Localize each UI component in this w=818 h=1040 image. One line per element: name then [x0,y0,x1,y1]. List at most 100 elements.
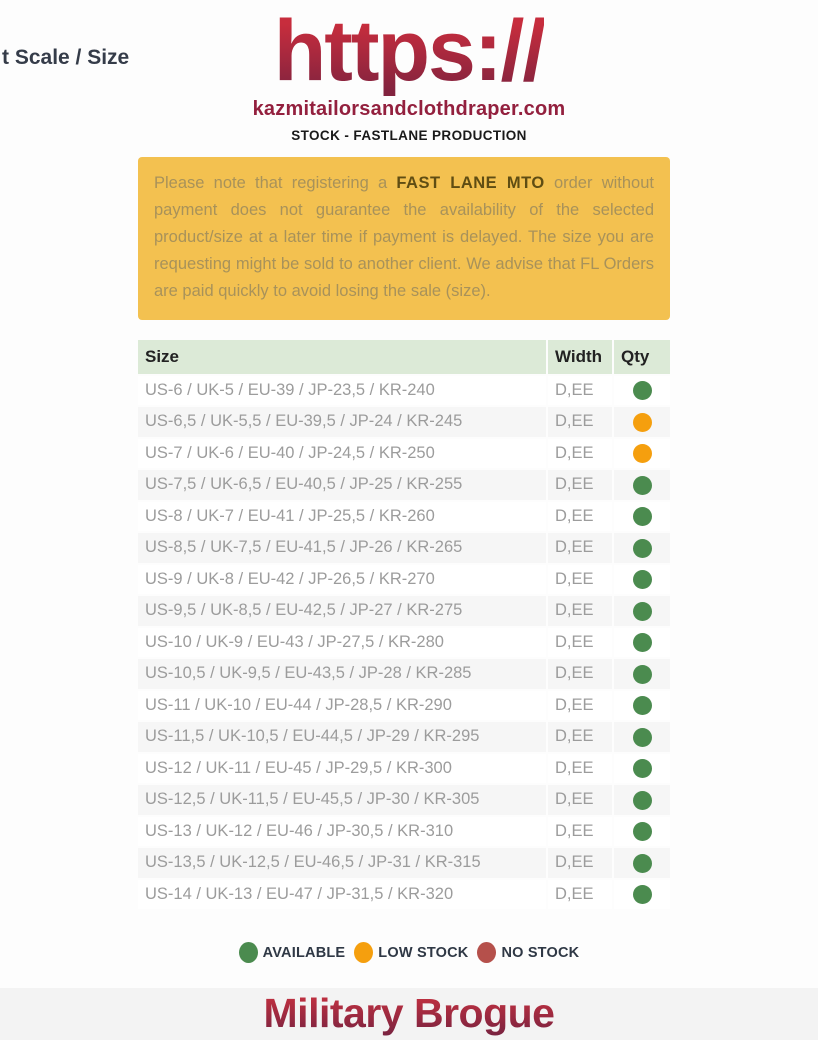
stock-status-dot-available [632,822,652,842]
size-cell: US-14 / UK-13 / EU-47 / JP-31,5 / KR-320 [138,879,546,910]
table-row: US-11 / UK-10 / EU-44 / JP-28,5 / KR-290… [138,690,670,721]
legend-item-low: LOW STOCK [354,942,469,964]
width-cell: D,EE [548,627,612,658]
stock-status-dot-low [632,412,652,432]
qty-cell [614,722,670,752]
table-row: US-8 / UK-7 / EU-41 / JP-25,5 / KR-260 D,… [138,501,670,532]
width-cell: D,EE [548,533,612,563]
table-row: US-9,5 / UK-8,5 / EU-42,5 / JP-27 / KR-2… [138,596,670,626]
qty-cell [614,533,670,563]
stock-status-dot-low [632,444,652,464]
stock-status-dot-available [632,790,652,810]
legend-item-available: AVAILABLE [238,942,346,964]
table-row: US-10 / UK-9 / EU-43 / JP-27,5 / KR-280 D… [138,627,670,658]
size-cell: US-11 / UK-10 / EU-44 / JP-28,5 / KR-290 [138,690,546,721]
width-cell: D,EE [548,816,612,847]
size-cell: US-8 / UK-7 / EU-41 / JP-25,5 / KR-260 [138,501,546,532]
stock-status-dot-available [632,727,652,747]
column-header-width: Width [548,339,612,374]
width-cell: D,EE [548,879,612,910]
site-domain: kazmitailorsandclothdraper.com [252,97,566,120]
width-cell: D,EE [548,690,612,721]
legend-dot-none [477,942,497,964]
size-stock-table-wrap: Size Width Qty US-6 / UK-5 / EU-39 / JP-… [136,338,672,912]
notice-text-post: order without payment does not guarantee… [154,173,654,300]
qty-cell [614,690,670,721]
fastlane-notice: Please note that registering a FAST LANE… [138,156,670,320]
table-row: US-12 / UK-11 / EU-45 / JP-29,5 / KR-300… [138,753,670,784]
size-cell: US-6 / UK-5 / EU-39 / JP-23,5 / KR-240 [138,375,546,406]
stock-status-dot-available [632,601,652,621]
table-row: US-6,5 / UK-5,5 / EU-39,5 / JP-24 / KR-2… [138,407,670,437]
size-cell: US-12 / UK-11 / EU-45 / JP-29,5 / KR-300 [138,753,546,784]
size-cell: US-11,5 / UK-10,5 / EU-44,5 / JP-29 / KR… [138,722,546,752]
width-cell: D,EE [548,375,612,406]
column-header-qty: Qty [614,339,670,374]
https-logo: https:// [273,3,547,99]
table-row: US-8,5 / UK-7,5 / EU-41,5 / JP-26 / KR-2… [138,533,670,563]
table-row: US-13 / UK-12 / EU-46 / JP-30,5 / KR-310… [138,816,670,847]
width-cell: D,EE [548,470,612,500]
size-cell: US-13 / UK-12 / EU-46 / JP-30,5 / KR-310 [138,816,546,847]
legend-label: LOW STOCK [378,944,469,961]
width-cell: D,EE [548,564,612,595]
size-cell: US-13,5 / UK-12,5 / EU-46,5 / JP-31 / KR… [138,848,546,878]
qty-cell [614,848,670,878]
table-row: US-9 / UK-8 / EU-42 / JP-26,5 / KR-270 D,… [138,564,670,595]
scale-size-label: t Scale / Size [2,46,130,69]
size-table-body: US-6 / UK-5 / EU-39 / JP-23,5 / KR-240 D,… [138,375,670,910]
qty-cell [614,407,670,437]
stock-legend: AVAILABLE LOW STOCK NO STOCK [0,942,818,964]
size-cell: US-12,5 / UK-11,5 / EU-45,5 / JP-30 / KR… [138,785,546,815]
product-title: Military Brogue [263,990,555,1036]
qty-cell [614,564,670,595]
width-cell: D,EE [548,596,612,626]
table-row: US-10,5 / UK-9,5 / EU-43,5 / JP-28 / KR-… [138,659,670,689]
legend-label: AVAILABLE [262,944,346,961]
width-cell: D,EE [548,438,612,469]
stock-status-dot-available [632,570,652,590]
size-cell: US-9 / UK-8 / EU-42 / JP-26,5 / KR-270 [138,564,546,595]
size-cell: US-10 / UK-9 / EU-43 / JP-27,5 / KR-280 [138,627,546,658]
size-cell: US-7 / UK-6 / EU-40 / JP-24,5 / KR-250 [138,438,546,469]
page-title: STOCK - FASTLANE PRODUCTION [291,127,527,143]
legend-dot-low [354,942,374,964]
qty-cell [614,501,670,532]
stock-status-dot-available [632,633,652,653]
width-cell: D,EE [548,407,612,437]
qty-cell [614,470,670,500]
stock-status-dot-available [632,381,652,401]
table-row: US-6 / UK-5 / EU-39 / JP-23,5 / KR-240 D,… [138,375,670,406]
width-cell: D,EE [548,501,612,532]
footer-bar: Military Brogue [0,988,818,1040]
width-cell: D,EE [548,753,612,784]
width-cell: D,EE [548,785,612,815]
size-cell: US-8,5 / UK-7,5 / EU-41,5 / JP-26 / KR-2… [138,533,546,563]
site-header: https:// kazmitailorsandclothdraper.com … [0,0,818,143]
legend-dot-available [238,942,258,964]
table-row: US-13,5 / UK-12,5 / EU-46,5 / JP-31 / KR… [138,848,670,878]
qty-cell [614,627,670,658]
table-row: US-14 / UK-13 / EU-47 / JP-31,5 / KR-320… [138,879,670,910]
qty-cell [614,596,670,626]
notice-text-bold: FAST LANE MTO [396,173,545,192]
stock-status-dot-available [632,507,652,527]
size-cell: US-7,5 / UK-6,5 / EU-40,5 / JP-25 / KR-2… [138,470,546,500]
legend-label: NO STOCK [501,944,580,961]
width-cell: D,EE [548,722,612,752]
qty-cell [614,375,670,406]
qty-cell [614,753,670,784]
size-cell: US-10,5 / UK-9,5 / EU-43,5 / JP-28 / KR-… [138,659,546,689]
qty-cell [614,785,670,815]
stock-status-dot-available [632,475,652,495]
stock-status-dot-available [632,664,652,684]
table-row: US-11,5 / UK-10,5 / EU-44,5 / JP-29 / KR… [138,722,670,752]
stock-status-dot-available [632,759,652,779]
qty-cell [614,438,670,469]
table-row: US-7 / UK-6 / EU-40 / JP-24,5 / KR-250 D,… [138,438,670,469]
table-row: US-12,5 / UK-11,5 / EU-45,5 / JP-30 / KR… [138,785,670,815]
stock-status-dot-available [632,538,652,558]
size-cell: US-9,5 / UK-8,5 / EU-42,5 / JP-27 / KR-2… [138,596,546,626]
width-cell: D,EE [548,659,612,689]
